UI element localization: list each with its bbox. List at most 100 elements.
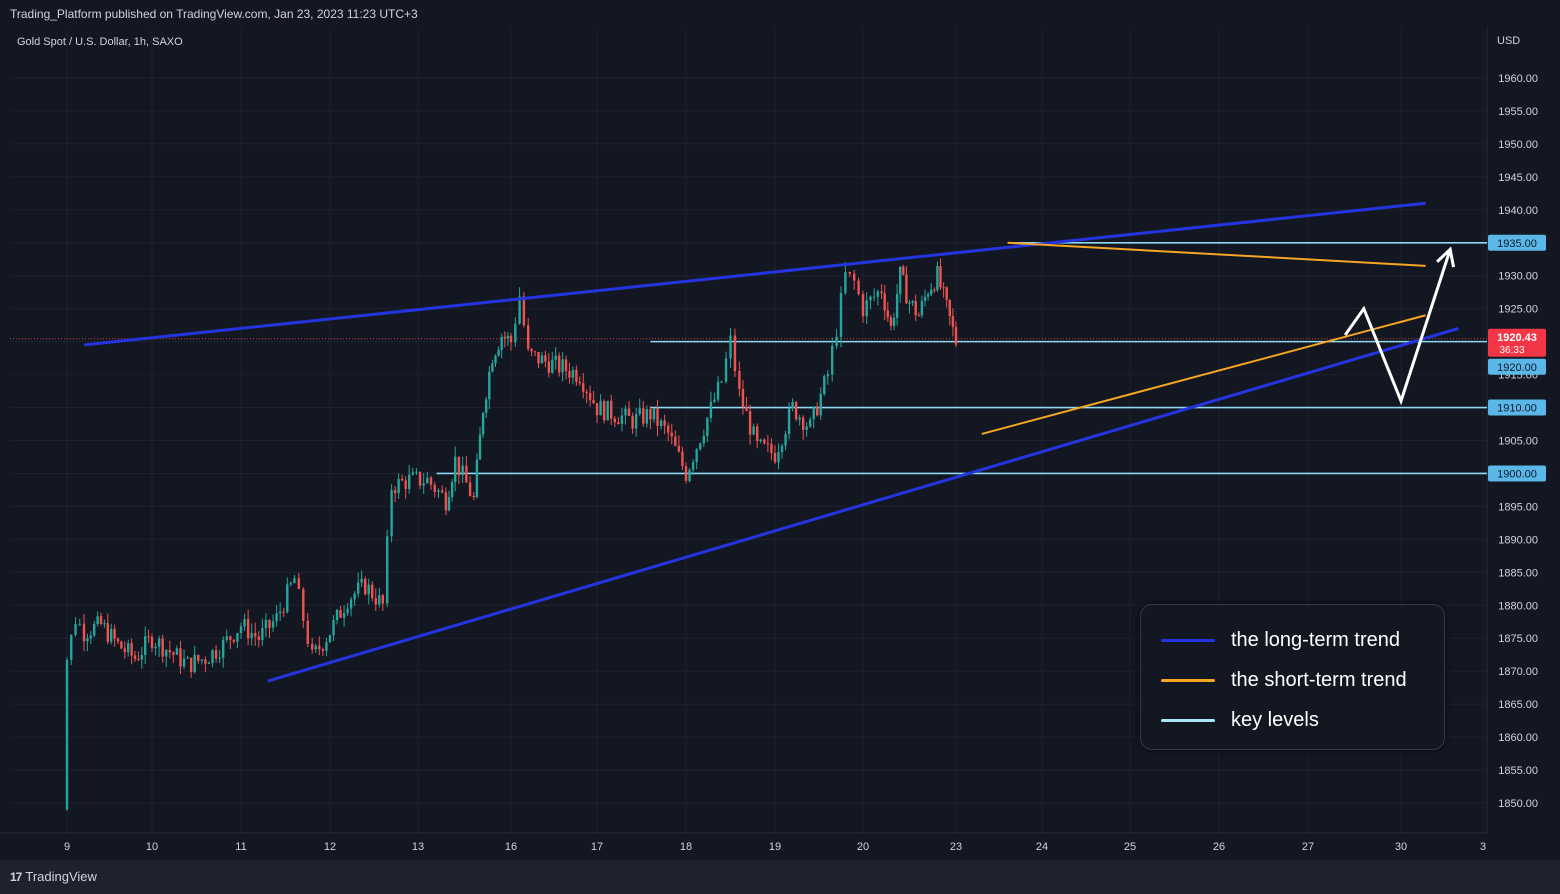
candle-body [485,399,488,413]
legend-label-key-levels: key levels [1231,708,1319,731]
candle-body [816,406,819,416]
candle-body [429,477,433,485]
candle-body [537,352,540,364]
candle-body [688,469,691,481]
candle-body [418,471,422,486]
candle-body [168,650,171,653]
candle-body [741,389,745,408]
candle-body [106,623,109,642]
candle-body [599,401,602,416]
candle-body [936,266,939,291]
candle-body [96,616,99,625]
projection-arrowhead [1436,246,1456,268]
date-tick-label: 27 [1302,841,1314,853]
candle-body [917,315,920,317]
candle-body [886,310,889,318]
candle-body [461,465,464,476]
candle-body [454,456,457,483]
candle-body [720,381,723,383]
candle-body [557,355,561,373]
candle-body [364,578,367,595]
candle-body [311,643,314,650]
candle-body [189,657,193,673]
candle-body [899,266,902,294]
currency-label: USD [1497,35,1520,47]
candle-body [268,619,271,628]
price-tick-label: 1890.00 [1498,534,1538,546]
candles [65,258,958,811]
candle-body [478,434,482,460]
key-level-marker-label: 1910.00 [1497,403,1537,415]
candle-body [250,632,253,639]
candle-body [302,588,305,621]
price-tick-label: 1955.00 [1498,106,1538,118]
candle-body [65,702,69,725]
candle-body [606,400,609,421]
candle-body [794,401,798,420]
candle-body [819,394,822,416]
candle-body [137,659,140,661]
candle-body [568,371,571,378]
candle-body [200,659,204,661]
candle-body [667,425,670,433]
candle-body [575,370,578,382]
candle-body [232,639,236,642]
candle-body [278,611,282,614]
candle-body [123,648,126,652]
tradingview-logo[interactable]: 17 TradingView [10,869,97,884]
candle-body [264,619,268,629]
candle-body [400,478,404,481]
candle-body [627,408,631,416]
candle-body [642,408,645,424]
candle-body [905,274,908,304]
candle-body [506,335,510,339]
time-axis: 9 10 11 12 13 16 17 18 19 20 23 24 25 26 27 30 3 [64,841,1486,853]
candle-body [225,636,228,640]
candle-body [475,459,479,498]
candle-body [465,465,468,483]
candle-body [318,645,321,650]
candle-body [530,348,533,352]
candle-body [895,293,899,318]
candle-body [518,296,521,324]
candle-body [175,648,179,655]
candle-body [617,422,620,425]
candle-body [702,435,705,444]
candle-body [780,445,784,453]
legend-item-short-term: the short-term trend [1161,668,1407,692]
tradingview-logo-icon: 17 [10,869,22,884]
bar-countdown: 36:33 [1499,345,1524,356]
candle-body [93,624,96,636]
candle-body [839,293,843,337]
candle-body [335,610,339,620]
footer-bar [0,860,1560,894]
projection-path [1343,246,1456,406]
candle-body [681,451,684,467]
price-tick-label: 1880.00 [1498,600,1538,612]
candle-body [709,401,713,418]
candle-body [356,582,360,594]
candle-body [433,484,436,492]
candle-body [491,363,494,372]
candle-body [488,371,491,400]
price-tick-label: 1865.00 [1498,699,1538,711]
candle-body [638,408,641,414]
candle-body [172,652,175,655]
candle-body [494,355,497,364]
candle-body [759,439,762,442]
legend-label-short-term: the short-term trend [1231,668,1407,691]
candle-body [809,419,812,427]
candle-body [99,616,103,625]
long-term-trend-line [83,201,1426,347]
candle-body [554,355,557,360]
candle-body [165,650,168,657]
candle-body [812,406,815,420]
candle-body [684,466,688,481]
candle-body [844,271,847,294]
candle-body [908,302,911,304]
candle-body [948,299,951,316]
candle-body [257,636,260,641]
candle-body [823,376,826,395]
candle-body [218,657,221,659]
